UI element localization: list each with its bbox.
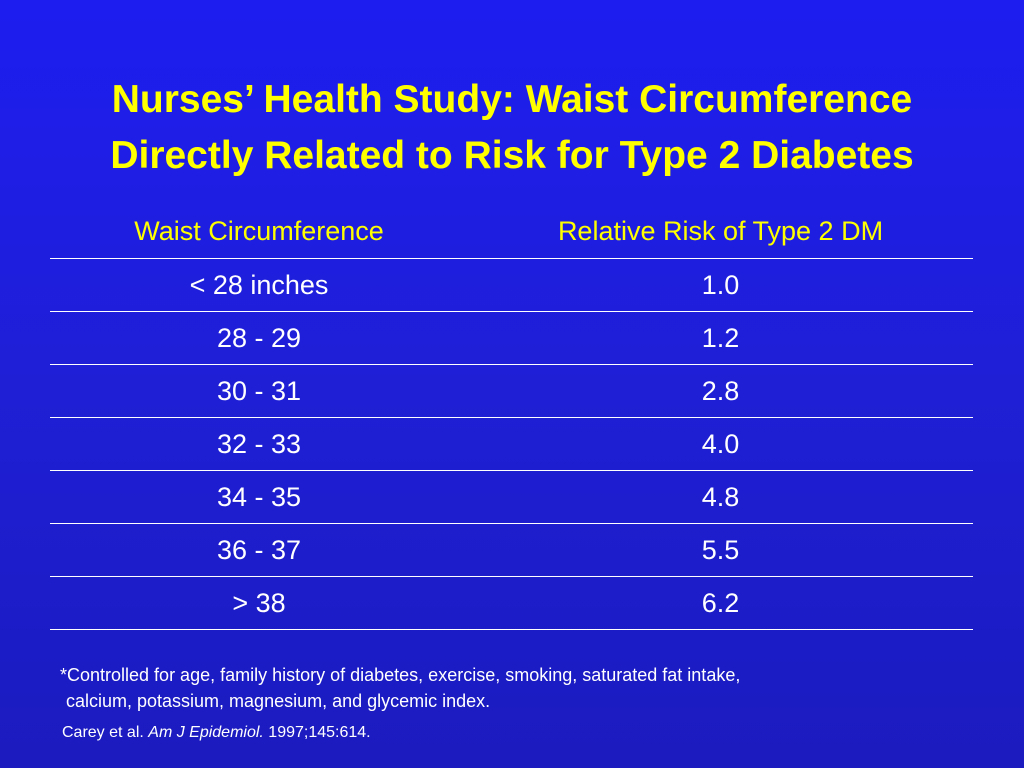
table-row: 30 - 31 2.8 <box>50 364 973 418</box>
table-row: > 38 6.2 <box>50 576 973 630</box>
header-relative-risk: Relative Risk of Type 2 DM <box>468 205 973 259</box>
table-row: < 28 inches 1.0 <box>50 258 973 312</box>
waist-cell: 30 - 31 <box>50 364 468 418</box>
slide-title: Nurses’ Health Study: Waist Circumferenc… <box>0 72 1024 184</box>
table-row: 34 - 35 4.8 <box>50 470 973 524</box>
waist-cell: 34 - 35 <box>50 470 468 524</box>
title-line-2: Directly Related to Risk for Type 2 Diab… <box>110 134 914 177</box>
waist-cell: > 38 <box>50 576 468 630</box>
header-waist-circumference: Waist Circumference <box>50 205 468 259</box>
table-row: 32 - 33 4.0 <box>50 417 973 471</box>
waist-cell: 28 - 29 <box>50 311 468 365</box>
risk-cell: 2.8 <box>468 364 973 418</box>
citation-journal: Am J Epidemiol. <box>148 724 264 741</box>
table-row: 36 - 37 5.5 <box>50 523 973 577</box>
risk-cell: 1.0 <box>468 258 973 312</box>
citation: Carey et al. Am J Epidemiol. 1997;145:61… <box>62 724 371 742</box>
citation-details: 1997;145:614. <box>263 724 371 741</box>
citation-authors: Carey et al. <box>62 724 149 741</box>
table-header-row: Waist Circumference Relative Risk of Typ… <box>50 205 973 259</box>
risk-cell: 6.2 <box>468 576 973 630</box>
waist-cell: 32 - 33 <box>50 417 468 471</box>
risk-cell: 5.5 <box>468 523 973 577</box>
footnote-line-2: calcium, potassium, magnesium, and glyce… <box>66 691 491 711</box>
title-line-1: Nurses’ Health Study: Waist Circumferenc… <box>111 78 913 121</box>
risk-cell: 4.0 <box>468 417 973 471</box>
risk-cell: 4.8 <box>468 470 973 524</box>
footnote-line-1: *Controlled for age, family history of d… <box>60 665 741 685</box>
table-row: 28 - 29 1.2 <box>50 311 973 365</box>
risk-cell: 1.2 <box>468 311 973 365</box>
waist-cell: 36 - 37 <box>50 523 468 577</box>
waist-cell: < 28 inches <box>50 258 468 312</box>
risk-table: Waist Circumference Relative Risk of Typ… <box>50 205 973 630</box>
footnote: *Controlled for age, family history of d… <box>60 662 980 714</box>
